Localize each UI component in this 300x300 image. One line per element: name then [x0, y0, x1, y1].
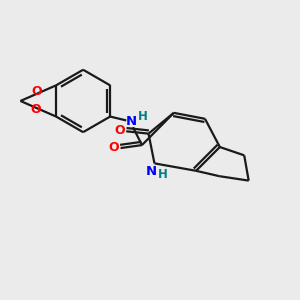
Text: N: N [126, 116, 137, 128]
Text: H: H [138, 110, 148, 123]
Text: O: O [109, 141, 119, 154]
Text: O: O [114, 124, 125, 137]
Text: N: N [146, 165, 157, 178]
Text: H: H [158, 168, 168, 181]
Text: O: O [32, 85, 42, 98]
Text: O: O [31, 103, 41, 116]
